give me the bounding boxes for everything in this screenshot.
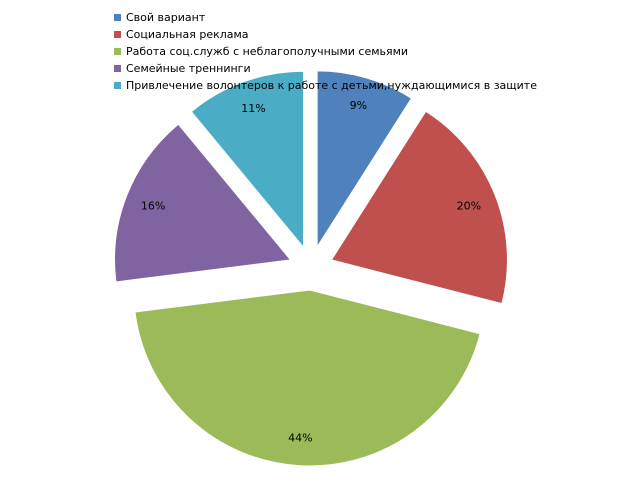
slice-data-label: 16% [141, 199, 165, 212]
pie-slice [316, 70, 413, 249]
slice-data-label: 9% [350, 99, 367, 112]
legend-item: Семейные треннинги [114, 60, 537, 77]
legend-label: Привлечение волонтеров к работе с детьми… [126, 79, 537, 92]
legend-swatch [114, 65, 121, 72]
pie-slice [114, 123, 292, 283]
pie-slice [134, 289, 481, 467]
legend-item: Социальная реклама [114, 26, 537, 43]
legend-item: Свой вариант [114, 9, 537, 26]
legend-swatch [114, 82, 121, 89]
pie-slice [330, 110, 508, 305]
slice-data-label: 11% [241, 102, 265, 115]
legend-swatch [114, 31, 121, 38]
legend-item: Привлечение волонтеров к работе с детьми… [114, 77, 537, 94]
legend-label: Свой вариант [126, 11, 206, 24]
legend-swatch [114, 48, 121, 55]
pie-slice [190, 70, 305, 249]
legend-label: Семейные треннинги [126, 62, 251, 75]
chart-legend: Свой вариант Социальная реклама Работа соц… [114, 9, 537, 94]
slice-data-label: 44% [288, 432, 312, 445]
legend-label: Социальная реклама [126, 28, 249, 41]
legend-item: Работа соц.служб с неблагополучными семь… [114, 43, 537, 60]
legend-swatch [114, 14, 121, 21]
slice-data-label: 20% [457, 199, 481, 212]
legend-label: Работа соц.служб с неблагополучными семь… [126, 45, 409, 58]
